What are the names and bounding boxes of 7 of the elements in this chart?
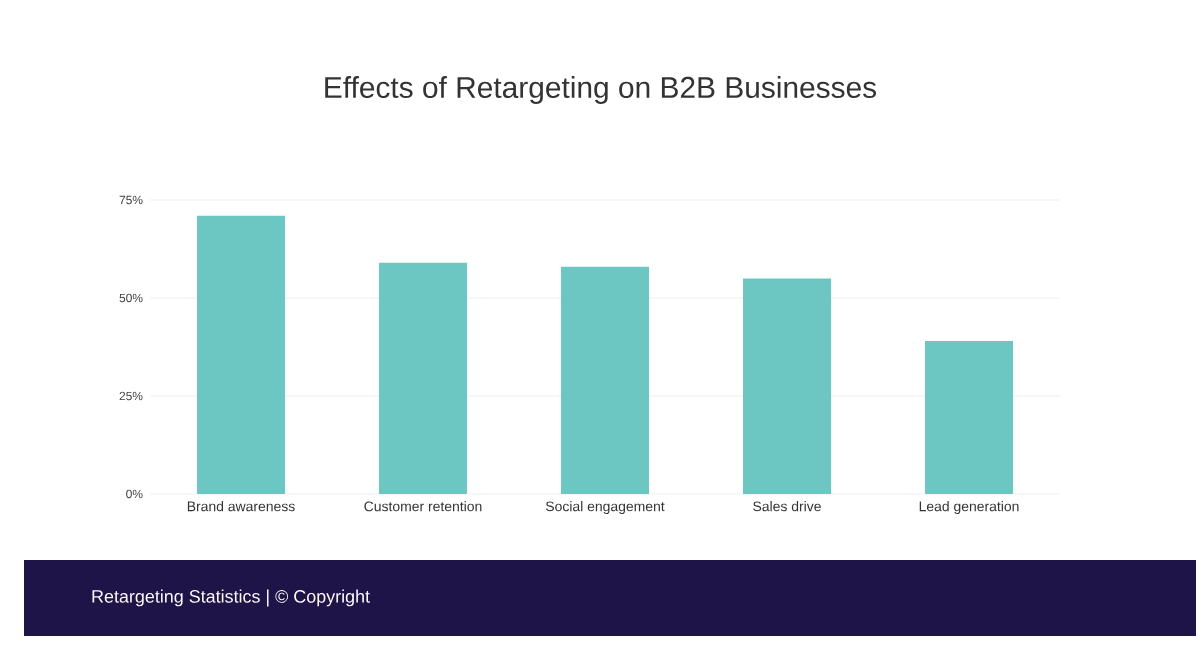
text: Retargeting Statistics | © Copyright (92, 589, 370, 607)
bar (197, 215, 286, 494)
bar (561, 266, 650, 494)
bar (925, 341, 1014, 494)
bar (743, 278, 832, 494)
bar (379, 262, 468, 494)
chart-title: Effects of Retargeting on B2B Businesses (325, 76, 877, 104)
